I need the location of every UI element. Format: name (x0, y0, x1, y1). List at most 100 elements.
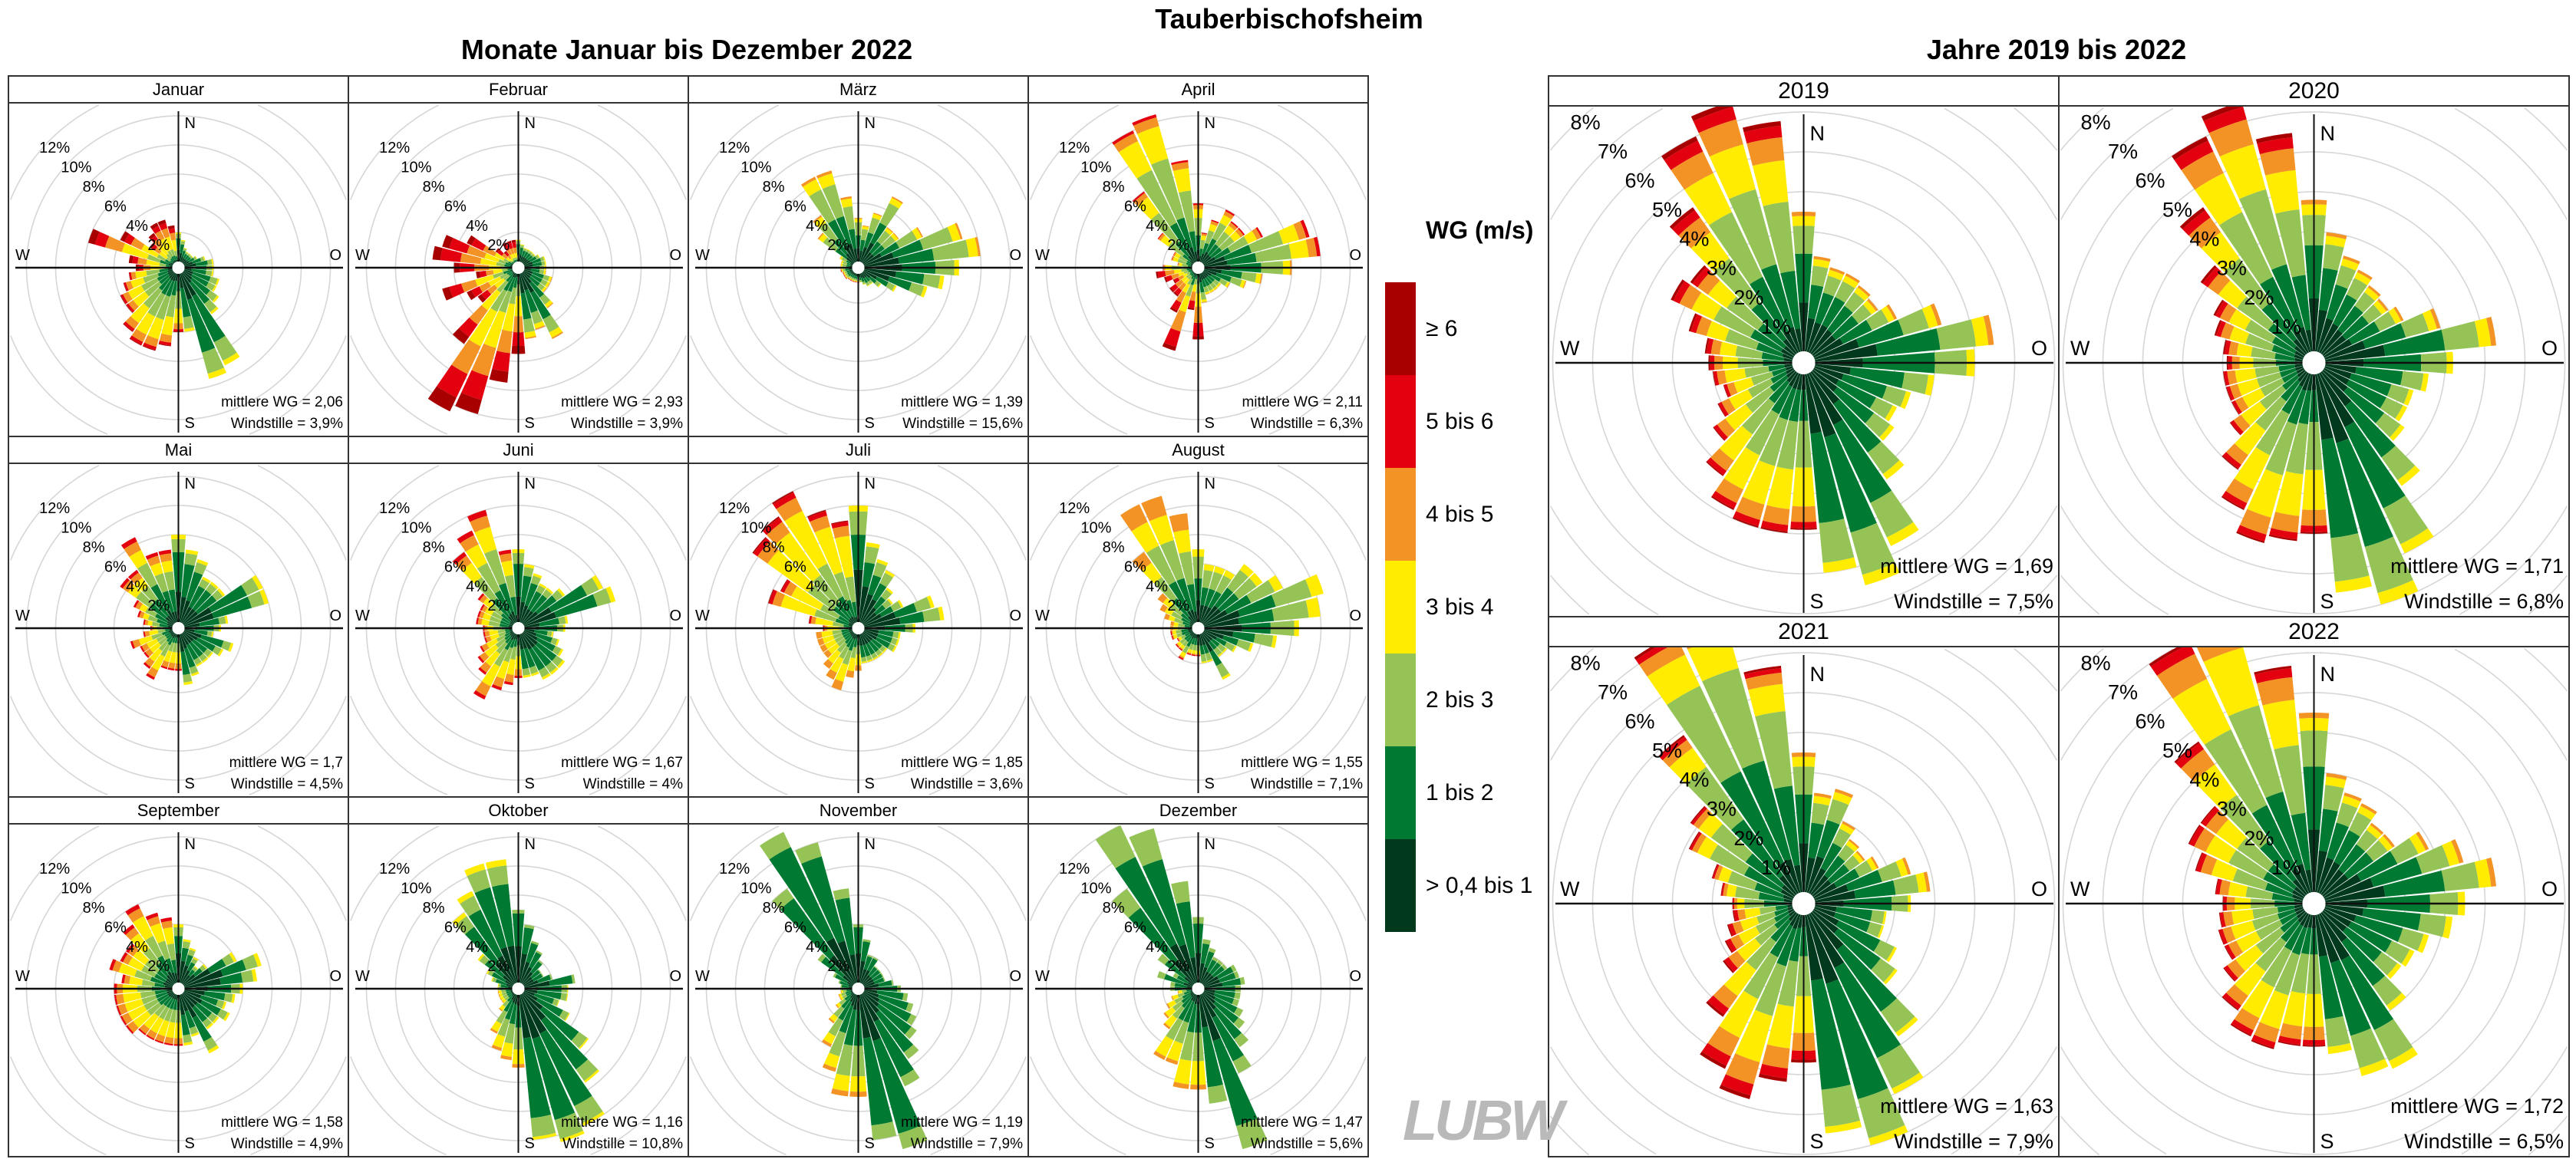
bar-segment-200deg-class-3 (483, 310, 506, 348)
bar-segment-250deg-class-3 (1740, 916, 1760, 931)
bar-segment-130deg-class-3 (557, 660, 566, 669)
bar-segment-320deg-class-4 (125, 927, 140, 940)
bar-segment-260deg-class-0 (1187, 628, 1192, 631)
calm-percentage: Windstille = 3,9% (231, 416, 343, 432)
grid-ring (689, 825, 1027, 1156)
bar-segment-120deg-class-1 (200, 999, 221, 1016)
bar-segment-60deg-class-1 (1833, 868, 1860, 888)
bar-segment-310deg-class-6 (1690, 805, 1706, 824)
bar-segment-230deg-class-1 (159, 275, 170, 285)
bar-segment-320deg-class-2 (512, 260, 514, 262)
bar-segment-170deg-class-4 (1201, 301, 1208, 303)
bar-segment-260deg-class-3 (821, 631, 833, 638)
bar-segment-130deg-class-3 (207, 651, 213, 658)
bar-segment-290deg-class-2 (498, 258, 506, 265)
bar-segment-80deg-class-1 (2383, 329, 2446, 357)
bar-segment-70deg-class-2 (2400, 313, 2429, 337)
bar-segment-150deg-class-2 (1232, 1055, 1252, 1074)
bar-segment-70deg-class-0 (523, 980, 539, 987)
bar-segment-200deg-class-5 (852, 281, 855, 282)
bar-segment-130deg-class-0 (183, 992, 198, 1006)
bar-segment-120deg-class-3 (1232, 645, 1237, 653)
bar-segment-280deg-class-1 (846, 265, 850, 267)
bar-segment-280deg-class-3 (146, 259, 160, 266)
bar-segment-340deg-class-2 (157, 940, 170, 960)
bar-segment-320deg-class-5 (2175, 742, 2205, 769)
bar-segment-10deg-class-1 (1200, 943, 1210, 964)
bar-segment-290deg-class-1 (1182, 621, 1190, 626)
bar-segment-100deg-class-1 (194, 630, 208, 636)
bar-segment-30deg-class-3 (889, 197, 902, 209)
bar-segment-10deg-class-1 (1199, 249, 1203, 256)
bar-segment-310deg-class-2 (2237, 837, 2274, 871)
ring-label: 2% (487, 598, 510, 614)
bar-segment-320deg-class-0 (1779, 874, 1797, 896)
bar-segment-130deg-class-0 (1202, 631, 1213, 641)
bar-segment-60deg-class-0 (2323, 874, 2361, 899)
bar-segment-40deg-class-0 (1202, 254, 1210, 264)
bar-segment-230deg-class-0 (168, 271, 174, 276)
bar-segment-290deg-class-0 (1190, 264, 1193, 266)
bar-segment-10deg-class-3 (2325, 235, 2347, 248)
bar-segment-230deg-class-3 (133, 291, 150, 307)
bar-segment-160deg-class-0 (1199, 994, 1221, 1042)
bar-segment-250deg-class-1 (842, 631, 849, 636)
bar-segment-150deg-class-0 (1200, 993, 1217, 1019)
bar-segment-170deg-class-0 (859, 634, 863, 647)
bar-segment-60deg-class-2 (895, 230, 918, 249)
bar-segment-230deg-class-1 (844, 994, 852, 1001)
bar-segment-240deg-class-1 (157, 272, 169, 282)
bar-segment-150deg-class-3 (1892, 1072, 1924, 1095)
bar-segment-250deg-class-6 (1164, 276, 1168, 283)
cardinal-east: O (1009, 968, 1021, 985)
ring-label: 2% (1167, 598, 1189, 614)
bar-segment-240deg-class-2 (496, 634, 506, 643)
bar-segment-130deg-class-3 (541, 286, 547, 292)
bar-segment-120deg-class-1 (2347, 921, 2393, 953)
bar-segment-280deg-class-1 (154, 983, 166, 988)
bar-segment-210deg-class-2 (160, 644, 170, 657)
bar-segment-250deg-class-5 (116, 1005, 122, 1016)
bar-segment-130deg-class-2 (203, 648, 212, 657)
bar-segment-220deg-class-5 (1178, 647, 1183, 651)
bar-segment-220deg-class-2 (1741, 398, 1775, 435)
bar-segment-260deg-class-5 (2224, 370, 2230, 386)
bar-segment-290deg-class-0 (510, 264, 513, 266)
bar-segment-220deg-class-5 (1174, 288, 1182, 295)
bar-segment-310deg-class-5 (1692, 267, 1711, 288)
bar-segment-250deg-class-1 (1183, 990, 1191, 996)
bar-segment-210deg-class-3 (481, 663, 500, 687)
cardinal-north: N (2320, 122, 2336, 145)
bar-segment-350deg-class-6 (1743, 666, 1782, 675)
bar-segment-290deg-class-6 (2195, 852, 2203, 871)
bar-segment-280deg-class-2 (840, 984, 843, 987)
bar-segment-230deg-class-4 (145, 648, 153, 657)
bar-segment-120deg-class-0 (1812, 367, 1839, 385)
calm-percentage: Windstille = 7,9% (1894, 1130, 2053, 1153)
ring-label: 4% (806, 939, 828, 956)
bar-segment-340deg-class-6 (807, 509, 826, 518)
bar-segment-280deg-class-4 (137, 257, 147, 265)
ring-label: 2% (147, 958, 170, 975)
ring-label: 10% (61, 881, 91, 897)
bar-segment-310deg-class-1 (484, 960, 505, 978)
bar-segment-330deg-class-4 (2181, 151, 2224, 190)
bar-segment-170deg-class-1 (520, 649, 529, 670)
bar-segment-350deg-class-6 (511, 239, 516, 243)
bar-segment-330deg-class-1 (1115, 857, 1177, 948)
bar-segment-340deg-class-3 (2219, 144, 2266, 199)
bar-segment-350deg-class-1 (1186, 584, 1197, 612)
bar-segment-220deg-class-4 (848, 278, 850, 280)
bar-segment-230deg-class-4 (1717, 418, 1736, 438)
bar-segment-350deg-class-4 (2256, 677, 2295, 706)
mean-wind-speed: mittlere WG = 1,7 (229, 755, 343, 771)
bar-segment-10deg-class-1 (2319, 268, 2338, 311)
bar-segment-10deg-class-2 (523, 567, 534, 578)
bar-segment-300deg-class-5 (2189, 825, 2205, 847)
bar-segment-10deg-class-0 (179, 960, 186, 983)
bar-segment-190deg-class-5 (1759, 1064, 1788, 1078)
bar-segment-50deg-class-1 (526, 255, 533, 261)
bar-segment-80deg-class-1 (199, 617, 219, 627)
bar-segment-310deg-class-1 (1745, 853, 1785, 888)
bar-segment-260deg-class-3 (1178, 990, 1182, 994)
